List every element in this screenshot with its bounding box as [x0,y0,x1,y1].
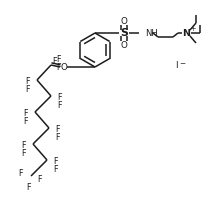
Text: F: F [27,184,31,192]
Text: O: O [61,62,68,71]
Text: F: F [56,132,60,141]
Text: F: F [22,140,26,149]
Text: F: F [22,149,26,157]
Text: F: F [54,165,58,173]
Text: F: F [56,124,60,133]
Text: O: O [120,16,127,25]
Text: +: + [190,26,196,32]
Text: F: F [58,92,62,102]
Text: NH: NH [145,29,158,38]
Text: O: O [120,41,127,49]
Text: F: F [57,54,61,64]
Text: F: F [24,108,28,118]
Text: F: F [26,76,30,86]
Text: N: N [182,29,190,38]
Text: F: F [54,157,58,165]
Text: F: F [24,116,28,125]
Text: F: F [58,100,62,110]
Text: F: F [26,84,30,94]
Text: S: S [120,28,128,38]
Text: −: − [179,61,185,67]
Text: F: F [19,168,23,178]
Text: F: F [57,62,61,71]
Text: F: F [53,57,57,67]
Text: I: I [175,62,177,70]
Text: F: F [38,175,42,184]
